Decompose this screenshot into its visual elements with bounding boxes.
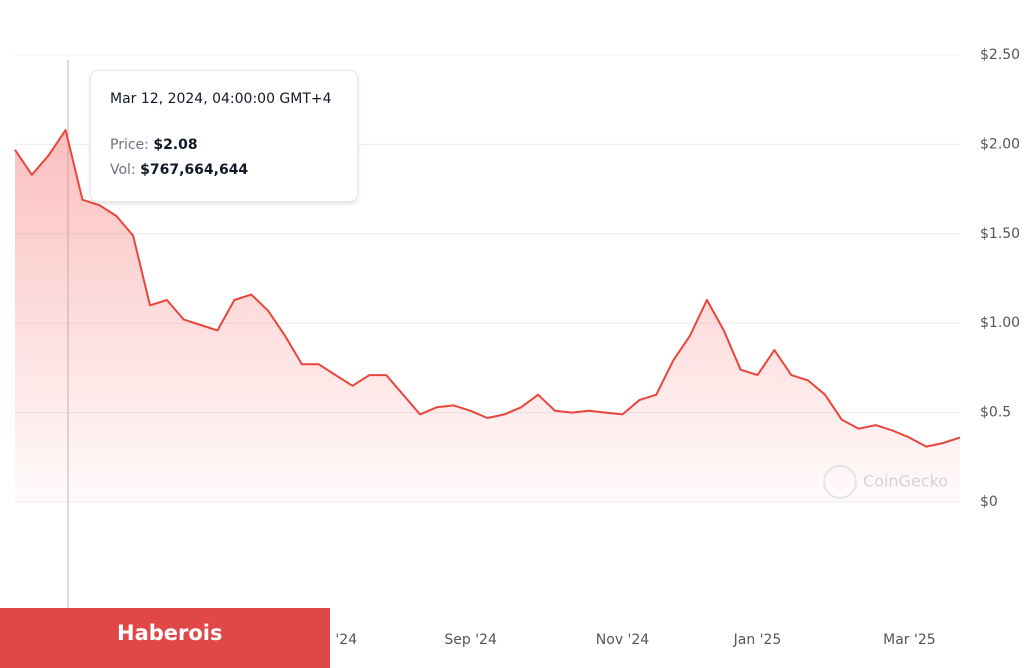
x-tick-label: Sep '24 bbox=[444, 632, 497, 648]
x-tick-label: Nov '24 bbox=[596, 632, 650, 648]
value: $767,664,644 bbox=[140, 162, 249, 178]
x-tick-label: Mar '25 bbox=[883, 632, 936, 648]
y-tick-label: $2.00 bbox=[980, 136, 1020, 152]
label: Vol: bbox=[110, 162, 136, 178]
label: Price: bbox=[110, 137, 149, 153]
banner: Haberois bbox=[0, 608, 330, 668]
y-tick-label: $0 bbox=[980, 494, 998, 510]
x-tick-label: Jan '25 bbox=[733, 632, 782, 648]
banner-text: Haberois bbox=[117, 621, 223, 645]
watermark-text: CoinGecko bbox=[863, 471, 949, 491]
y-tick-label: $2.50 bbox=[980, 47, 1020, 63]
watermark: CoinGecko bbox=[823, 465, 948, 499]
y-tick-label: $1.50 bbox=[980, 226, 1020, 242]
area-fill bbox=[15, 130, 960, 502]
tooltip: Mar 12, 2024, 04:00:00 GMT+4 Price: $2.0… bbox=[90, 70, 358, 202]
price-line bbox=[14, 129, 961, 448]
y-tick-label: $0.5 bbox=[980, 405, 1011, 421]
tooltip-price: Price: $2.08 bbox=[110, 137, 198, 153]
tooltip-vol: Vol: $767,664,644 bbox=[110, 162, 248, 178]
tooltip-date: Mar 12, 2024, 04:00:00 GMT+4 bbox=[110, 91, 332, 107]
y-tick-label: $1.00 bbox=[980, 315, 1020, 331]
value: $2.08 bbox=[153, 137, 198, 153]
